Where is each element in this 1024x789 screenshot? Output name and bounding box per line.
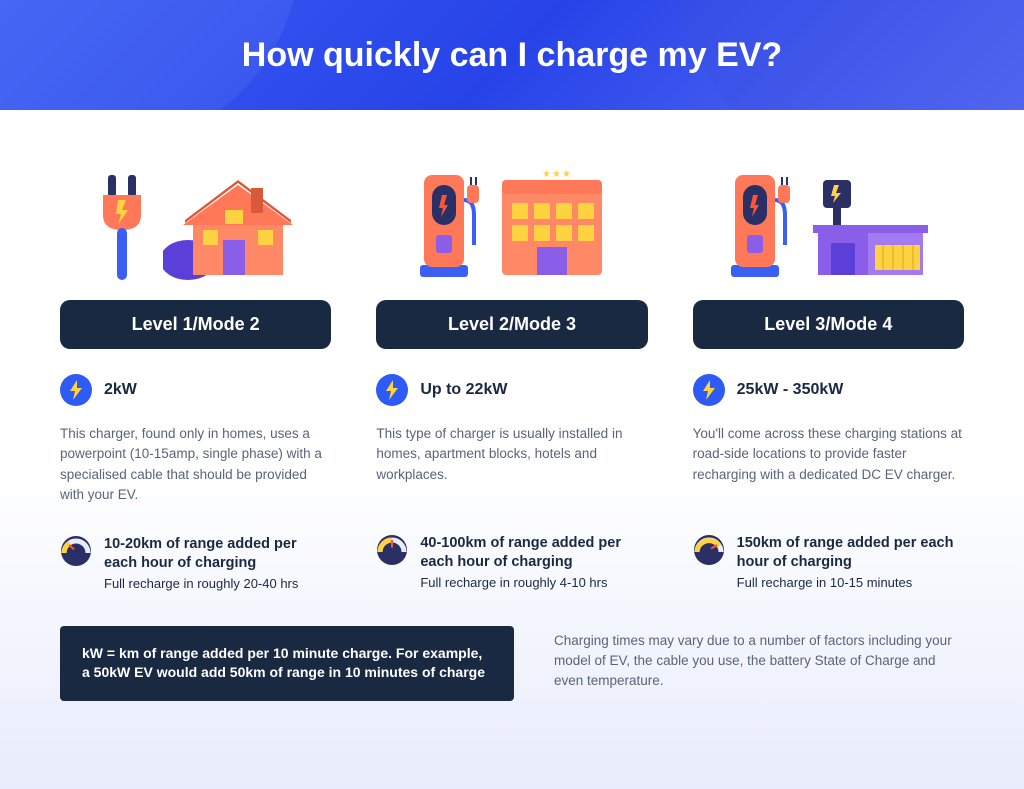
gauge-icon: [60, 535, 92, 567]
level2-illustration: ★ ★ ★: [376, 145, 647, 280]
level1-range-sub: Full recharge in roughly 20-40 hrs: [104, 576, 331, 591]
level3-range-sub: Full recharge in 10-15 minutes: [737, 575, 964, 590]
level2-desc: This type of charger is usually installe…: [376, 424, 647, 504]
level3-range-title: 150km of range added per each hour of ch…: [737, 534, 964, 572]
levels-grid: Level 1/Mode 2 2kW This charger, found o…: [0, 110, 1024, 611]
level2-range-sub: Full recharge in roughly 4-10 hrs: [420, 575, 647, 590]
level3-range-row: 150km of range added per each hour of ch…: [693, 534, 964, 590]
gauge-icon: [376, 534, 408, 566]
level2-badge: Level 2/Mode 3: [376, 300, 647, 349]
level1-range-title: 10-20km of range added per each hour of …: [104, 535, 331, 573]
level1-desc: This charger, found only in homes, uses …: [60, 424, 331, 505]
plug-icon: [98, 170, 153, 280]
bolt-icon: [376, 374, 408, 406]
level2-range-title: 40-100km of range added per each hour of…: [420, 534, 647, 572]
level2-kw: Up to 22kW: [420, 381, 507, 399]
disclaimer-text: Charging times may vary due to a number …: [554, 626, 964, 692]
level1-range-row: 10-20km of range added per each hour of …: [60, 535, 331, 591]
charger-icon: [412, 165, 482, 280]
svg-text:★: ★: [562, 169, 571, 180]
level2-kw-row: Up to 22kW: [376, 374, 647, 406]
level3-kw: 25kW - 350kW: [737, 381, 844, 399]
gauge-icon: [693, 534, 725, 566]
level1-badge: Level 1/Mode 2: [60, 300, 331, 349]
charger-icon: [723, 165, 793, 280]
svg-text:★: ★: [542, 169, 551, 180]
svg-text:★: ★: [552, 169, 561, 180]
level1-illustration: [60, 145, 331, 280]
level3-badge: Level 3/Mode 4: [693, 300, 964, 349]
footer-row: kW = km of range added per 10 minute cha…: [0, 611, 1024, 701]
level-column-2: ★ ★ ★ Level 2/Mode 3 Up to 22kW This typ…: [376, 145, 647, 591]
level-column-3: Level 3/Mode 4 25kW - 350kW You'll come …: [693, 145, 964, 591]
house-icon: [163, 170, 293, 280]
level1-kw-row: 2kW: [60, 374, 331, 406]
level3-desc: You'll come across these charging statio…: [693, 424, 964, 504]
level3-illustration: [693, 145, 964, 280]
bolt-icon: [693, 374, 725, 406]
bolt-icon: [60, 374, 92, 406]
station-icon: [803, 165, 933, 280]
level3-kw-row: 25kW - 350kW: [693, 374, 964, 406]
page-title: How quickly can I charge my EV?: [242, 36, 782, 75]
hotel-icon: ★ ★ ★: [492, 165, 612, 280]
level2-range-row: 40-100km of range added per each hour of…: [376, 534, 647, 590]
level-column-1: Level 1/Mode 2 2kW This charger, found o…: [60, 145, 331, 591]
formula-box: kW = km of range added per 10 minute cha…: [60, 626, 514, 701]
header-banner: How quickly can I charge my EV?: [0, 0, 1024, 110]
level1-kw: 2kW: [104, 381, 137, 399]
